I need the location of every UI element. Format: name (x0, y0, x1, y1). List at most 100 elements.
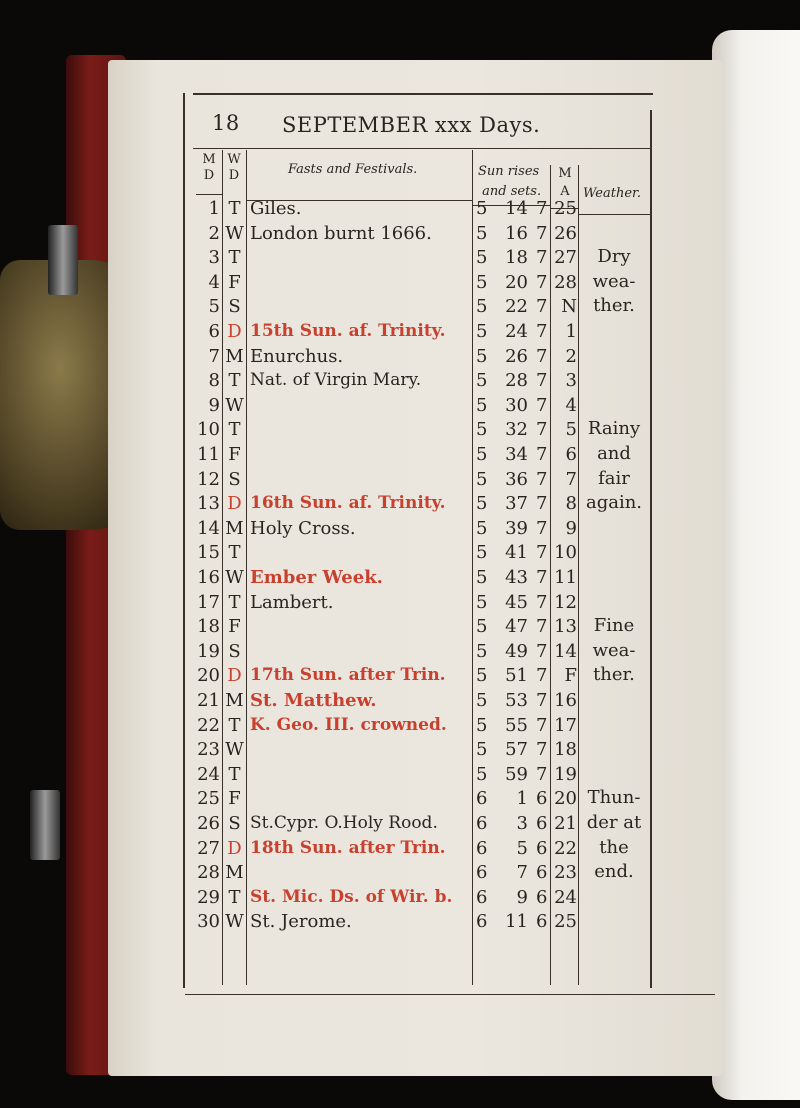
sunset-hour: 7 (536, 763, 548, 785)
week-day: T (228, 198, 241, 219)
festival: Giles. (250, 198, 302, 219)
month-day: 28 (197, 862, 220, 884)
moon-age: 18 (554, 739, 577, 761)
month-day: 10 (197, 419, 220, 441)
festival: Holy Cross. (250, 517, 356, 539)
festival: London burnt 1666. (250, 222, 432, 244)
sunset-hour: 7 (536, 419, 548, 441)
col-rule (650, 110, 652, 988)
almanac-page (108, 60, 722, 1076)
sunrise-hour: 5 (476, 591, 488, 613)
month-day: 27 (197, 837, 220, 859)
rule (472, 205, 550, 206)
sunrise-minute: 34 (505, 444, 528, 465)
rule (550, 208, 578, 209)
rule (196, 194, 222, 195)
moon-age: 1 (565, 321, 577, 342)
col-rule (550, 165, 551, 985)
week-day: F (228, 271, 241, 293)
weather-text: Dry (597, 246, 631, 268)
week-day: D (227, 321, 242, 342)
header-rule (193, 148, 651, 149)
sunset-hour: 7 (536, 198, 548, 219)
sunrise-minute: 57 (505, 739, 528, 761)
sunrise-minute: 51 (505, 665, 528, 687)
sunrise-hour: 6 (476, 862, 488, 884)
col-rule (183, 93, 185, 988)
weather-text: Fine (593, 615, 635, 637)
week-day: T (228, 370, 241, 392)
col-rule (222, 150, 223, 985)
festival: St.Cypr. O.Holy Rood. (250, 813, 438, 833)
festival: St. Matthew. (250, 690, 377, 711)
moon-age: 22 (554, 837, 577, 859)
sunset-hour: 7 (536, 616, 548, 638)
sunrise-minute: 11 (505, 911, 528, 933)
sunrise-hour: 5 (476, 345, 488, 367)
sunrise-hour: 6 (476, 911, 488, 933)
sunrise-hour: 5 (476, 468, 488, 490)
sunset-hour: 7 (536, 714, 548, 736)
col-rule (246, 150, 247, 985)
weather-text: end. (594, 861, 634, 883)
sunrise-minute: 14 (505, 198, 528, 219)
sunrise-hour: 5 (476, 739, 488, 761)
moon-age: 8 (565, 493, 577, 515)
festival: K. Geo. III. crowned. (250, 714, 447, 735)
header-fasts: Fasts and Festivals. (288, 162, 418, 177)
week-day: F (228, 788, 241, 810)
moon-age: 4 (565, 394, 577, 416)
month-day: 15 (197, 542, 220, 564)
moon-age: 26 (554, 222, 577, 244)
moon-age: 13 (554, 616, 577, 638)
header-sun: Sun rises and sets. (478, 164, 542, 199)
sunrise-hour: 5 (476, 222, 488, 244)
week-day: T (228, 763, 241, 785)
month-day: 4 (208, 271, 220, 293)
sunset-hour: 7 (536, 739, 548, 761)
weather-text: again. (585, 492, 643, 514)
month-day: 30 (197, 911, 220, 933)
weather-text: the (599, 836, 629, 858)
sunset-hour: 6 (536, 837, 548, 859)
moon-age: 2 (565, 345, 577, 367)
weather-text: wea- (592, 270, 636, 292)
sunrise-minute: 18 (505, 247, 528, 269)
sunrise-minute: 32 (505, 419, 528, 441)
sunrise-minute: 49 (505, 640, 528, 662)
week-day: T (228, 591, 241, 613)
month-day: 2 (208, 222, 220, 244)
week-day: S (228, 813, 241, 834)
week-day: W (225, 567, 244, 588)
moon-age: 27 (554, 247, 577, 269)
sunrise-minute: 16 (505, 222, 528, 244)
month-day: 22 (197, 714, 220, 736)
sunrise-minute: 47 (505, 616, 528, 638)
sunrise-hour: 5 (476, 321, 488, 342)
sunset-hour: 7 (536, 567, 548, 588)
weather-text: Rainy (587, 418, 641, 440)
right-page (712, 30, 800, 1100)
rule (246, 200, 472, 201)
sunrise-hour: 5 (476, 493, 488, 515)
sunrise-hour: 5 (476, 198, 488, 219)
sunset-hour: 7 (536, 370, 548, 392)
sunrise-hour: 5 (476, 394, 488, 416)
moon-age: F (564, 665, 578, 687)
sunrise-minute: 37 (505, 493, 528, 515)
moon-age: 3 (565, 370, 577, 392)
week-day: D (227, 493, 242, 515)
sunrise-hour: 5 (476, 419, 488, 441)
weather-text: and (597, 443, 631, 464)
sunset-hour: 6 (536, 911, 548, 933)
sunset-hour: 7 (536, 345, 548, 367)
week-day: W (225, 222, 244, 244)
moon-age: 20 (554, 788, 577, 810)
sunset-hour: 6 (536, 813, 548, 834)
week-day: W (225, 911, 244, 933)
sunset-hour: 7 (536, 444, 548, 465)
moon-age: 6 (565, 444, 577, 465)
sunrise-hour: 5 (476, 517, 488, 539)
festival: 15th Sun. af. Trinity. (250, 321, 446, 341)
